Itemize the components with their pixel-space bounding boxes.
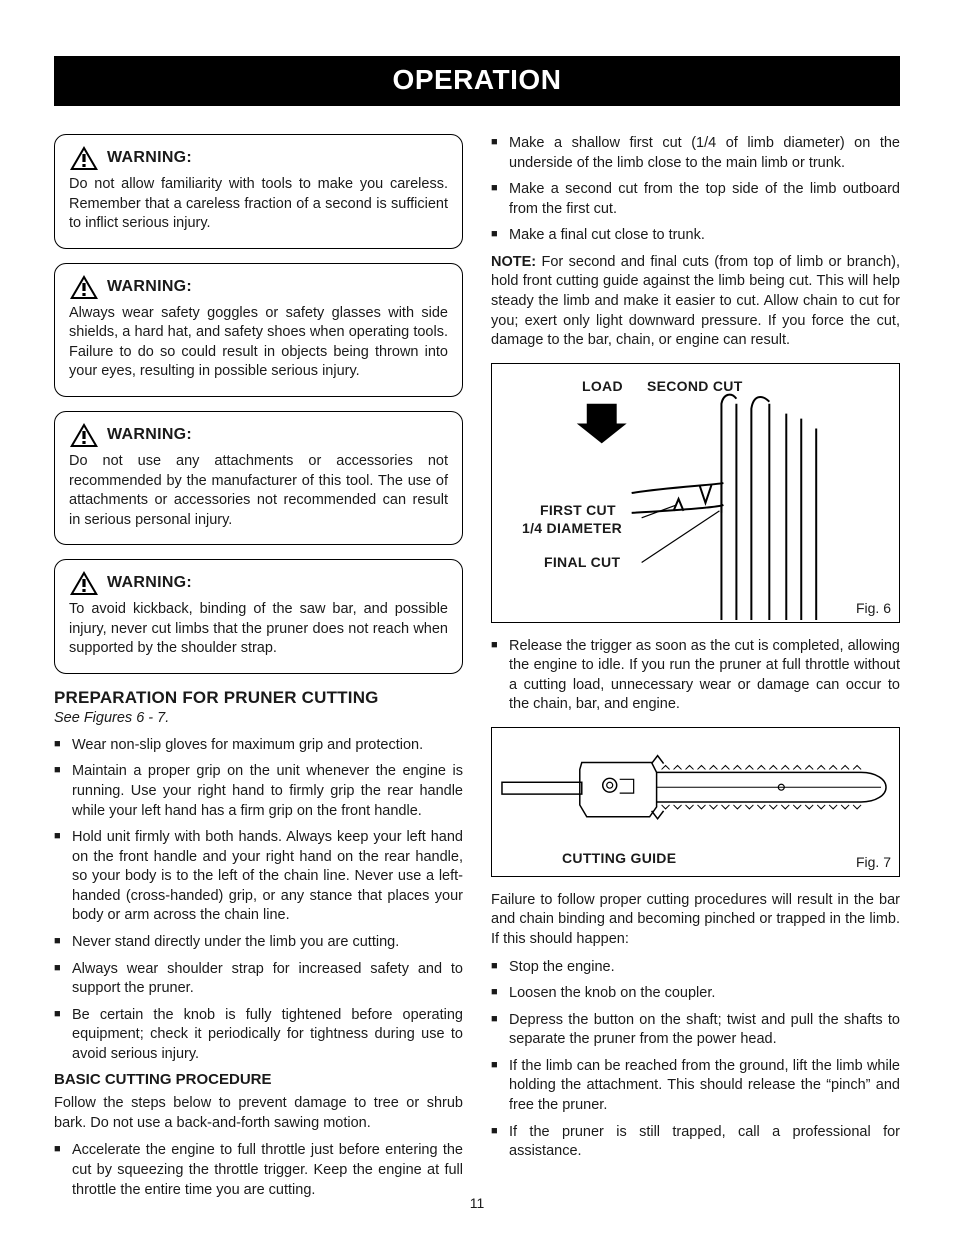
fig6-first-label-1: FIRST CUT — [540, 502, 616, 518]
fig6-load-label: LOAD — [582, 378, 623, 394]
failure-intro: Failure to follow proper cutting procedu… — [491, 891, 900, 950]
list-item: Depress the button on the shaft; twist a… — [491, 1011, 900, 1050]
basic-list-right: Make a shallow first cut (1/4 of limb di… — [491, 134, 900, 246]
list-item: If the pruner is still trapped, call a p… — [491, 1123, 900, 1162]
list-item: Stop the engine. — [491, 958, 900, 978]
fig6-first-label-2: 1/4 DIAMETER — [522, 520, 622, 536]
fig7-guide-label: CUTTING GUIDE — [562, 850, 676, 866]
preparation-list: Wear non-slip gloves for maximum grip an… — [54, 736, 463, 1064]
warning-icon — [69, 570, 99, 596]
see-figures: See Figures 6 - 7. — [54, 710, 463, 726]
warning-icon — [69, 422, 99, 448]
preparation-heading: PREPARATION FOR PRUNER CUTTING — [54, 688, 463, 708]
figure-7-label: Fig. 7 — [856, 854, 891, 870]
note-lead: NOTE: — [491, 254, 536, 270]
warning-label: WARNING: — [107, 426, 192, 444]
list-item: Make a shallow first cut (1/4 of limb di… — [491, 134, 900, 173]
basic-intro: Follow the steps below to prevent damage… — [54, 1094, 463, 1133]
warning-text: Do not allow familiarity with tools to m… — [69, 175, 448, 234]
list-item: Loosen the knob on the coupler. — [491, 984, 900, 1004]
warning-text: To avoid kickback, binding of the saw ba… — [69, 600, 448, 659]
warning-box-4: WARNING: To avoid kickback, binding of t… — [54, 559, 463, 674]
left-column: WARNING: Do not allow familiarity with t… — [54, 134, 463, 1207]
list-item: If the limb can be reached from the grou… — [491, 1057, 900, 1116]
list-item: Make a second cut from the top side of t… — [491, 180, 900, 219]
warning-icon — [69, 145, 99, 171]
warning-text: Do not use any attachments or accessorie… — [69, 452, 448, 530]
warning-label: WARNING: — [107, 278, 192, 296]
section-header: OPERATION — [54, 56, 900, 106]
figure-6-label: Fig. 6 — [856, 600, 891, 616]
release-list: Release the trigger as soon as the cut i… — [491, 637, 900, 715]
basic-heading: BASIC CUTTING PROCEDURE — [54, 1071, 463, 1088]
list-item: Wear non-slip gloves for maximum grip an… — [54, 736, 463, 756]
note-paragraph: NOTE: For second and final cuts (from to… — [491, 253, 900, 351]
list-item: Be certain the knob is fully tightened b… — [54, 1006, 463, 1065]
list-item: Hold unit firmly with both hands. Always… — [54, 828, 463, 926]
list-item: Accelerate the engine to full throttle j… — [54, 1141, 463, 1200]
warning-box-3: WARNING: Do not use any attachments or a… — [54, 411, 463, 545]
page-number: 11 — [0, 1195, 954, 1211]
list-item: Never stand directly under the limb you … — [54, 933, 463, 953]
figure-6: LOAD SECOND CUT FIRST CUT 1/4 DIAMETER F… — [491, 363, 900, 623]
failure-list: Stop the engine. Loosen the knob on the … — [491, 958, 900, 1162]
right-column: Make a shallow first cut (1/4 of limb di… — [491, 134, 900, 1207]
warning-box-2: WARNING: Always wear safety goggles or s… — [54, 263, 463, 397]
list-item: Release the trigger as soon as the cut i… — [491, 637, 900, 715]
warning-label: WARNING: — [107, 149, 192, 167]
fig6-final-label: FINAL CUT — [544, 554, 620, 570]
warning-icon — [69, 274, 99, 300]
warning-box-1: WARNING: Do not allow familiarity with t… — [54, 134, 463, 249]
note-text: For second and final cuts (from top of l… — [491, 254, 900, 348]
list-item: Always wear shoulder strap for increased… — [54, 960, 463, 999]
fig6-second-label: SECOND CUT — [647, 378, 743, 394]
figure-7: CUTTING GUIDE Fig. 7 — [491, 727, 900, 877]
list-item: Make a final cut close to trunk. — [491, 226, 900, 246]
warning-label: WARNING: — [107, 574, 192, 592]
list-item: Maintain a proper grip on the unit whene… — [54, 762, 463, 821]
warning-text: Always wear safety goggles or safety gla… — [69, 304, 448, 382]
basic-list-left: Accelerate the engine to full throttle j… — [54, 1141, 463, 1200]
content-columns: WARNING: Do not allow familiarity with t… — [54, 134, 900, 1207]
